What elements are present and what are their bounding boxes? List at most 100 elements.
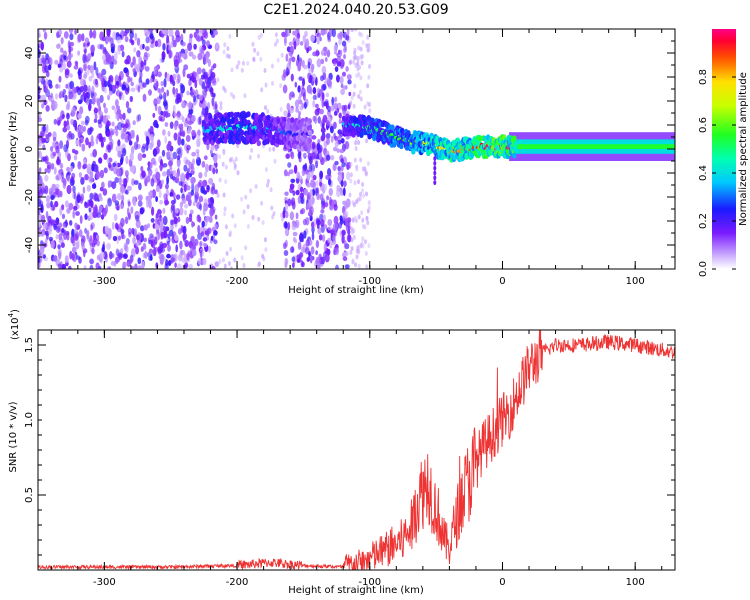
noise-speck xyxy=(308,164,313,173)
noise-speck xyxy=(38,77,43,82)
noise-speck xyxy=(53,118,58,125)
noise-speck xyxy=(115,248,120,256)
noise-speck xyxy=(129,77,133,82)
noise-speck xyxy=(175,35,181,43)
noise-speck xyxy=(227,54,231,59)
noise-speck xyxy=(122,261,127,268)
noise-speck xyxy=(359,46,363,52)
noise-speck xyxy=(323,224,328,229)
noise-speck xyxy=(124,122,129,129)
noise-speck xyxy=(95,78,98,86)
noise-speck xyxy=(228,261,231,266)
noise-speck xyxy=(320,75,324,82)
noise-speck xyxy=(109,251,113,260)
noise-speck xyxy=(143,224,148,231)
noise-speck xyxy=(124,170,129,177)
noise-speck xyxy=(74,29,77,35)
noise-speck xyxy=(69,53,74,58)
noise-speck xyxy=(328,241,333,249)
noise-speck xyxy=(202,88,207,96)
noise-speck xyxy=(324,253,330,263)
noise-speck xyxy=(147,169,153,177)
noise-speck xyxy=(222,150,226,156)
noise-speck xyxy=(140,225,145,232)
noise-speck xyxy=(38,86,41,95)
colorbar-label: Normalized spectral amplitude xyxy=(738,72,749,226)
noise-speck xyxy=(47,227,52,235)
noise-speck xyxy=(316,219,321,226)
noise-speck xyxy=(338,49,341,55)
noise-speck xyxy=(210,72,216,79)
colorbar: 0.0 0.2 0.4 0.6 0.8 Normalized spectral ampl… xyxy=(698,29,749,277)
noise-speck xyxy=(160,86,165,93)
noise-speck xyxy=(367,205,371,211)
noise-speck xyxy=(114,51,118,61)
noise-speck xyxy=(181,172,185,182)
noise-speck xyxy=(297,32,301,39)
noise-speck xyxy=(153,161,157,166)
noise-speck xyxy=(135,241,140,247)
noise-speck xyxy=(181,197,187,205)
noise-speck xyxy=(359,54,363,60)
noise-speck xyxy=(146,223,151,229)
noise-speck xyxy=(199,249,203,259)
noise-speck xyxy=(340,138,345,144)
noise-speck xyxy=(354,55,358,61)
noise-speck xyxy=(55,226,61,233)
noise-speck xyxy=(287,221,291,231)
noise-speck xyxy=(340,88,345,96)
noise-speck xyxy=(316,193,321,201)
noise-speck xyxy=(242,209,246,215)
noise-speck xyxy=(82,163,88,169)
noise-speck xyxy=(180,187,183,194)
noise-speck xyxy=(353,202,356,208)
noise-speck xyxy=(104,35,109,45)
noise-speck xyxy=(193,43,197,50)
noise-speck xyxy=(166,169,171,177)
noise-speck xyxy=(48,83,53,89)
noise-speck xyxy=(313,115,318,124)
noise-speck xyxy=(344,44,347,53)
noise-speck xyxy=(280,216,284,222)
noise-speck xyxy=(257,216,261,222)
noise-speck xyxy=(191,151,197,157)
noise-speck xyxy=(69,33,74,41)
noise-speck xyxy=(165,259,169,267)
noise-speck xyxy=(82,186,86,194)
noise-speck xyxy=(117,150,122,158)
noise-speck xyxy=(116,168,122,177)
figure-title: C2E1.2024.040.20.53.G09 xyxy=(263,2,448,18)
noise-speck xyxy=(225,251,229,256)
noise-speck xyxy=(297,151,302,160)
noise-speck xyxy=(107,162,112,169)
noise-speck xyxy=(196,202,200,208)
noise-speck xyxy=(300,197,304,204)
noise-speck xyxy=(117,47,121,55)
noise-speck xyxy=(149,43,155,48)
noise-speck xyxy=(163,110,167,118)
noise-speck xyxy=(125,189,129,195)
noise-speck xyxy=(284,39,287,47)
noise-speck xyxy=(108,141,113,150)
noise-speck xyxy=(309,74,312,84)
noise-speck xyxy=(302,218,307,226)
noise-speck xyxy=(127,107,132,114)
noise-speck xyxy=(107,266,112,269)
noise-speck xyxy=(106,158,110,164)
noise-speck xyxy=(150,218,155,223)
noise-speck xyxy=(344,202,348,210)
noise-speck xyxy=(107,54,112,64)
noise-speck xyxy=(340,83,344,89)
noise-speck xyxy=(90,135,94,144)
noise-speck xyxy=(193,31,197,38)
noise-speck xyxy=(354,146,358,151)
noise-speck xyxy=(62,62,67,71)
noise-speck xyxy=(355,254,359,260)
noise-speck xyxy=(62,223,67,229)
noise-speck xyxy=(50,146,54,152)
noise-speck xyxy=(334,96,338,103)
noise-speck xyxy=(102,48,108,55)
noise-speck xyxy=(196,36,202,42)
noise-speck xyxy=(365,215,369,221)
noise-speck xyxy=(321,98,325,108)
